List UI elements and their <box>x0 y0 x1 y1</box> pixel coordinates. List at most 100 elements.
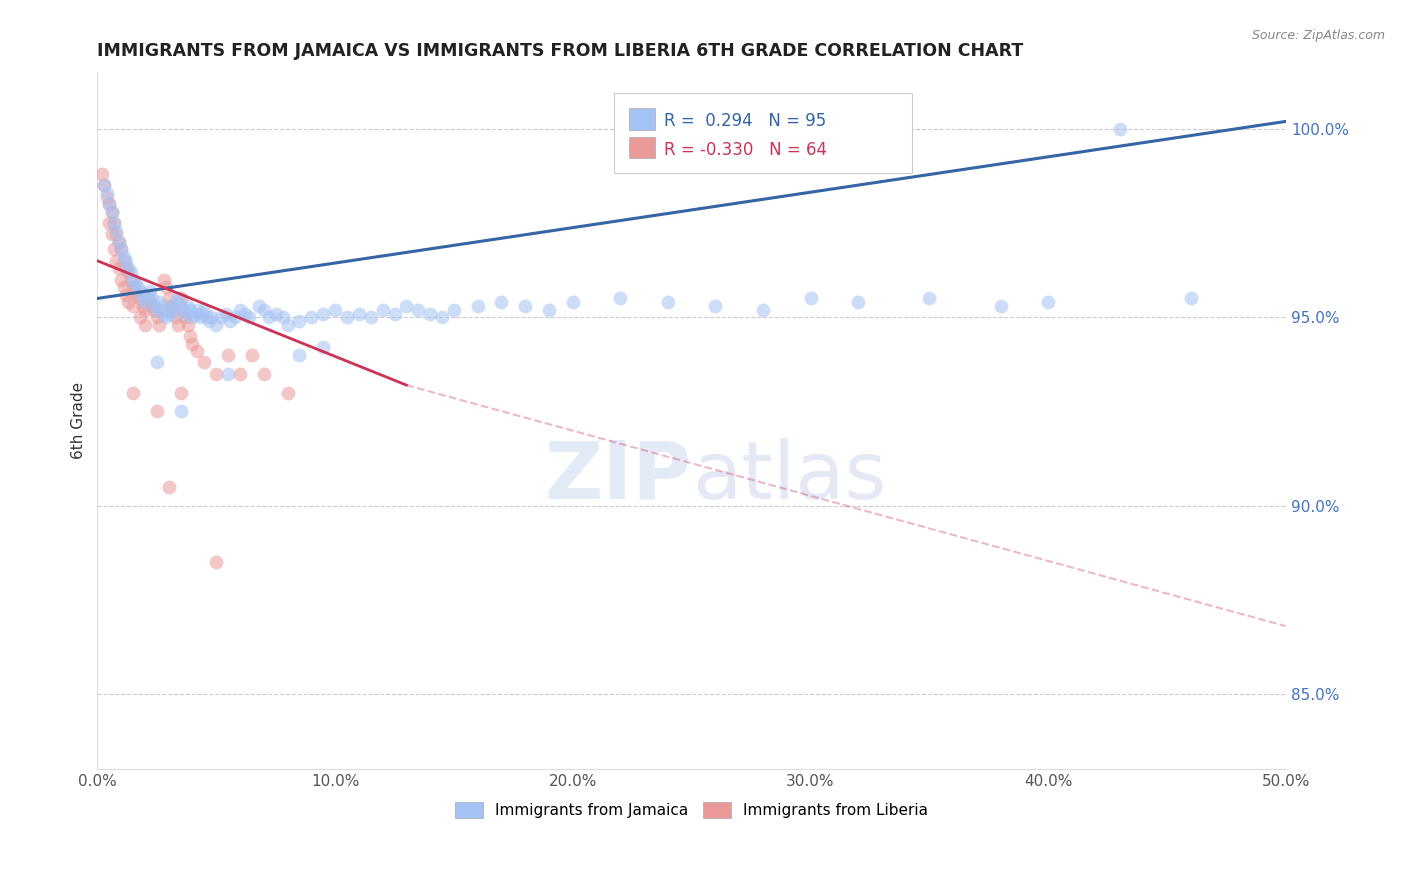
Point <box>181 336 204 351</box>
Point <box>157 292 180 306</box>
Point <box>153 306 176 320</box>
Point <box>107 261 129 276</box>
Point <box>155 310 177 325</box>
Point <box>186 302 208 317</box>
Point <box>148 295 170 310</box>
Point <box>153 272 176 286</box>
Point <box>395 299 418 313</box>
FancyBboxPatch shape <box>614 94 911 173</box>
Point <box>117 261 139 276</box>
Point <box>155 280 177 294</box>
Point <box>146 302 169 317</box>
Point <box>115 253 138 268</box>
Point <box>384 306 406 320</box>
Point <box>172 302 194 317</box>
Point <box>323 302 346 317</box>
Point <box>105 253 128 268</box>
Point <box>93 178 115 193</box>
Point <box>165 310 187 325</box>
Point <box>165 295 187 310</box>
Point <box>537 302 560 317</box>
Point <box>107 235 129 249</box>
Legend: Immigrants from Jamaica, Immigrants from Liberia: Immigrants from Jamaica, Immigrants from… <box>449 797 934 824</box>
Point <box>115 287 138 301</box>
Point <box>467 299 489 313</box>
Point <box>98 197 121 211</box>
Point <box>98 216 121 230</box>
Point <box>134 318 156 332</box>
Text: IMMIGRANTS FROM JAMAICA VS IMMIGRANTS FROM LIBERIA 6TH GRADE CORRELATION CHART: IMMIGRANTS FROM JAMAICA VS IMMIGRANTS FR… <box>97 42 1024 60</box>
Point <box>96 186 118 200</box>
Point <box>110 243 132 257</box>
Point <box>198 314 221 328</box>
Point <box>148 318 170 332</box>
Point <box>247 299 270 313</box>
Point <box>443 302 465 317</box>
Point <box>131 299 153 313</box>
Point <box>127 280 149 294</box>
Point <box>229 302 252 317</box>
Point <box>167 318 190 332</box>
Point <box>336 310 359 325</box>
Point <box>312 306 335 320</box>
Point <box>141 299 163 313</box>
Point <box>112 250 135 264</box>
Point <box>188 310 211 325</box>
Point <box>146 404 169 418</box>
Point <box>176 318 198 332</box>
Point <box>129 284 152 298</box>
Point <box>115 261 138 276</box>
Point <box>253 367 276 381</box>
Point <box>160 299 183 313</box>
Point <box>371 302 394 317</box>
Point <box>129 310 152 325</box>
Point <box>918 292 941 306</box>
Point <box>224 310 246 325</box>
Text: ZIP: ZIP <box>544 438 692 516</box>
Point <box>238 310 260 325</box>
Point <box>169 292 191 306</box>
Point <box>209 310 232 325</box>
Point <box>117 295 139 310</box>
Point <box>136 292 159 306</box>
Point <box>122 299 145 313</box>
Point <box>174 306 197 320</box>
Point <box>160 306 183 320</box>
Point <box>195 310 218 325</box>
Text: R = -0.330   N = 64: R = -0.330 N = 64 <box>664 141 827 159</box>
Text: Source: ZipAtlas.com: Source: ZipAtlas.com <box>1251 29 1385 42</box>
Point <box>181 310 204 325</box>
Point <box>112 280 135 294</box>
Point <box>264 306 287 320</box>
Point <box>143 299 166 313</box>
Point <box>277 385 299 400</box>
Point <box>990 299 1012 313</box>
Point <box>846 295 869 310</box>
Point <box>240 348 263 362</box>
Point <box>103 243 125 257</box>
Point <box>110 243 132 257</box>
Text: R =  0.294   N = 95: R = 0.294 N = 95 <box>664 112 827 130</box>
Point <box>277 318 299 332</box>
Point <box>150 299 173 313</box>
Point <box>131 292 153 306</box>
Point <box>100 204 122 219</box>
Point <box>205 555 228 569</box>
Point <box>157 480 180 494</box>
Point <box>162 299 184 313</box>
Point <box>120 265 142 279</box>
Point <box>704 299 727 313</box>
FancyBboxPatch shape <box>628 108 655 129</box>
Point <box>110 272 132 286</box>
Point <box>105 227 128 242</box>
Point <box>561 295 583 310</box>
Point <box>1108 122 1130 136</box>
Point <box>205 318 228 332</box>
Point <box>122 385 145 400</box>
Point <box>105 224 128 238</box>
Point <box>419 306 441 320</box>
Text: atlas: atlas <box>692 438 886 516</box>
Point <box>141 292 163 306</box>
Point <box>103 216 125 230</box>
Point <box>150 302 173 317</box>
